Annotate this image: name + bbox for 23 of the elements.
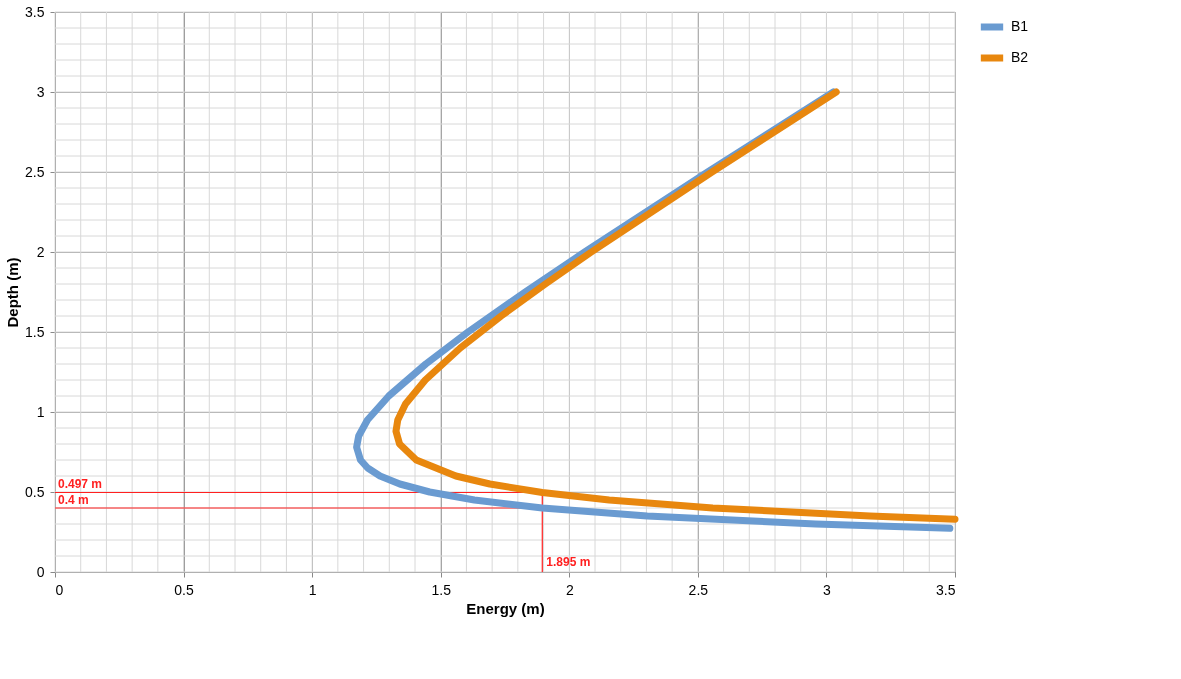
x-axis-title: Energy (m) (466, 599, 545, 617)
legend-label: B1 (1011, 18, 1029, 34)
y-axis-title: Depth (m) (4, 257, 22, 328)
legend-label: B2 (1011, 49, 1029, 65)
y-tick-label: 0.5 (25, 483, 45, 500)
x-tick-label: 3 (823, 581, 832, 598)
x-tick-label: 2.5 (688, 581, 709, 598)
ref-line-label: 1.895 m (546, 555, 591, 569)
x-tick-label: 3.5 (936, 581, 956, 598)
x-tick-label: 0 (55, 581, 64, 598)
y-tick-label: 1 (36, 403, 45, 420)
x-tick-label: 1.5 (431, 581, 452, 598)
y-tick-label: 2 (36, 243, 45, 260)
x-tick-label: 2 (565, 581, 574, 598)
ref-line-label: 0.4 m (58, 493, 89, 507)
y-tick-label: 3.5 (25, 3, 45, 20)
y-tick-label: 3 (36, 83, 45, 100)
ref-line-label: 0.497 m (58, 477, 103, 492)
x-tick-label: 0.5 (174, 581, 195, 598)
y-tick-label: 1.5 (25, 323, 45, 340)
x-tick-label: 1 (308, 581, 317, 598)
y-tick-label: 0 (36, 563, 45, 580)
y-tick-label: 2.5 (25, 163, 45, 180)
